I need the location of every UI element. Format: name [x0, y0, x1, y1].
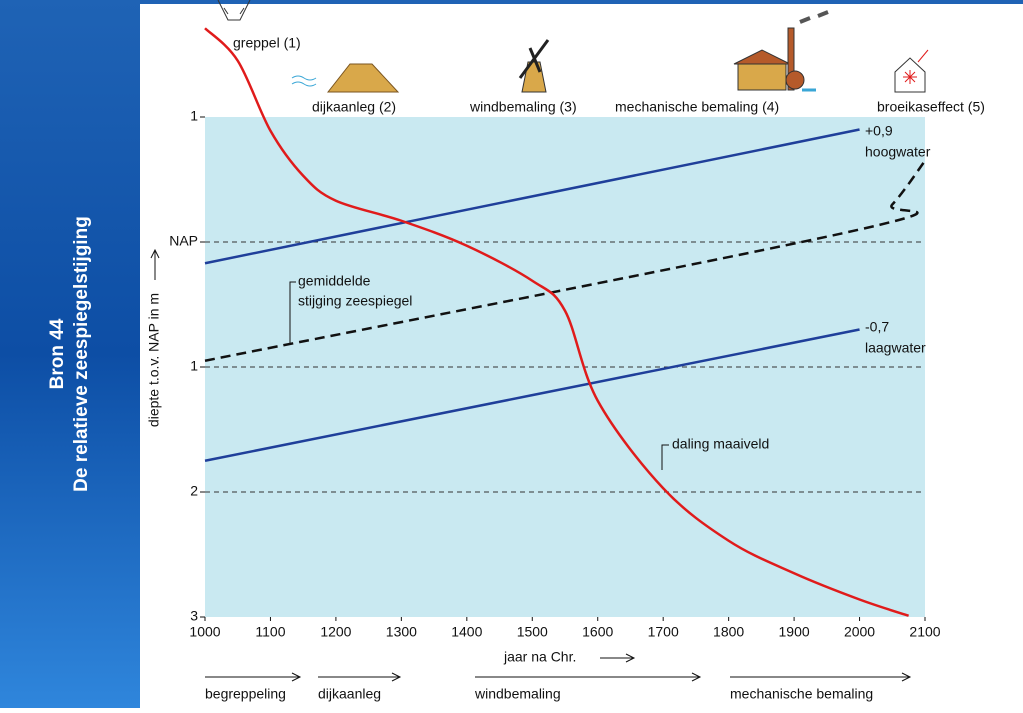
- period-arrow: [475, 672, 702, 682]
- series-line: [204, 128, 860, 265]
- leader: [289, 281, 296, 345]
- leader: [661, 444, 669, 470]
- period-label: begreppeling: [205, 686, 286, 702]
- y-arrow: [150, 248, 160, 280]
- top-border: [140, 0, 1023, 4]
- annotation: +0,9: [865, 123, 893, 139]
- annotation: daling maaiveld: [672, 436, 769, 452]
- annotation: laagwater: [865, 340, 926, 356]
- x-tick-label: 1700: [648, 624, 679, 640]
- x-tick-label: 1500: [517, 624, 548, 640]
- y-tick-label: 2: [190, 483, 198, 499]
- icon-greenhouse: [894, 49, 929, 93]
- period-label: mechanische bemaling: [730, 686, 873, 702]
- sidebar-line: De relatieve zeespiegelstijging: [71, 216, 92, 492]
- x-tick-label: 1400: [451, 624, 482, 640]
- annotation: stijging zeespiegel: [298, 293, 412, 309]
- y-tick-label: NAP: [169, 233, 198, 249]
- annotation: gemiddelde: [298, 273, 371, 289]
- period-arrow: [318, 672, 402, 682]
- x-tick-label: 2000: [844, 624, 875, 640]
- annotation: -0,7: [865, 319, 889, 335]
- series-line: [204, 27, 910, 617]
- sidebar-line: Bron 44: [47, 318, 68, 389]
- x-tick-label: 1200: [320, 624, 351, 640]
- sidebar-text: Bron 44 De relatieve zeespiegelstijging: [47, 216, 92, 492]
- period-arrow: [730, 672, 912, 682]
- phase-label: dijkaanleg (2): [312, 99, 396, 115]
- period-arrow: [205, 672, 302, 682]
- sidebar: [0, 0, 140, 708]
- period-label: dijkaanleg: [318, 686, 381, 702]
- y-tick-label: 1: [190, 358, 198, 374]
- annotation: hoogwater: [865, 144, 931, 160]
- x-tick-label: 2100: [909, 624, 940, 640]
- icon-greppel: [217, 0, 251, 21]
- x-tick-label: 1800: [713, 624, 744, 640]
- period-label: windbemaling: [474, 686, 561, 702]
- y-tick-label: 3: [190, 608, 198, 624]
- phase-label: broeikaseffect (5): [877, 99, 985, 115]
- x-axis-label: jaar na Chr.: [503, 649, 576, 665]
- icon-dijk: [291, 63, 400, 93]
- phase-label: greppel (1): [233, 35, 301, 51]
- phase-label: windbemaling (3): [469, 99, 577, 115]
- x-tick-label: 1000: [189, 624, 220, 640]
- x-tick-label: 1100: [255, 624, 285, 640]
- icon-windmill: [518, 39, 550, 93]
- icon-factory: [733, 10, 829, 92]
- y-tick-label: 1: [190, 108, 198, 124]
- x-tick-label: 1300: [386, 624, 417, 640]
- x-arrow: [600, 653, 636, 663]
- x-tick-label: 1600: [582, 624, 613, 640]
- series-line: [204, 160, 927, 362]
- series-line: [204, 328, 860, 462]
- y-axis-label: diepte t.o.v. NAP in m: [146, 293, 162, 427]
- phase-label: mechanische bemaling (4): [615, 99, 779, 115]
- x-tick-label: 1900: [779, 624, 810, 640]
